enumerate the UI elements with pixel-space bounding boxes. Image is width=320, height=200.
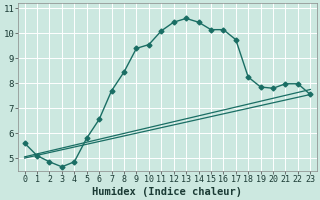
X-axis label: Humidex (Indice chaleur): Humidex (Indice chaleur) <box>92 186 243 197</box>
